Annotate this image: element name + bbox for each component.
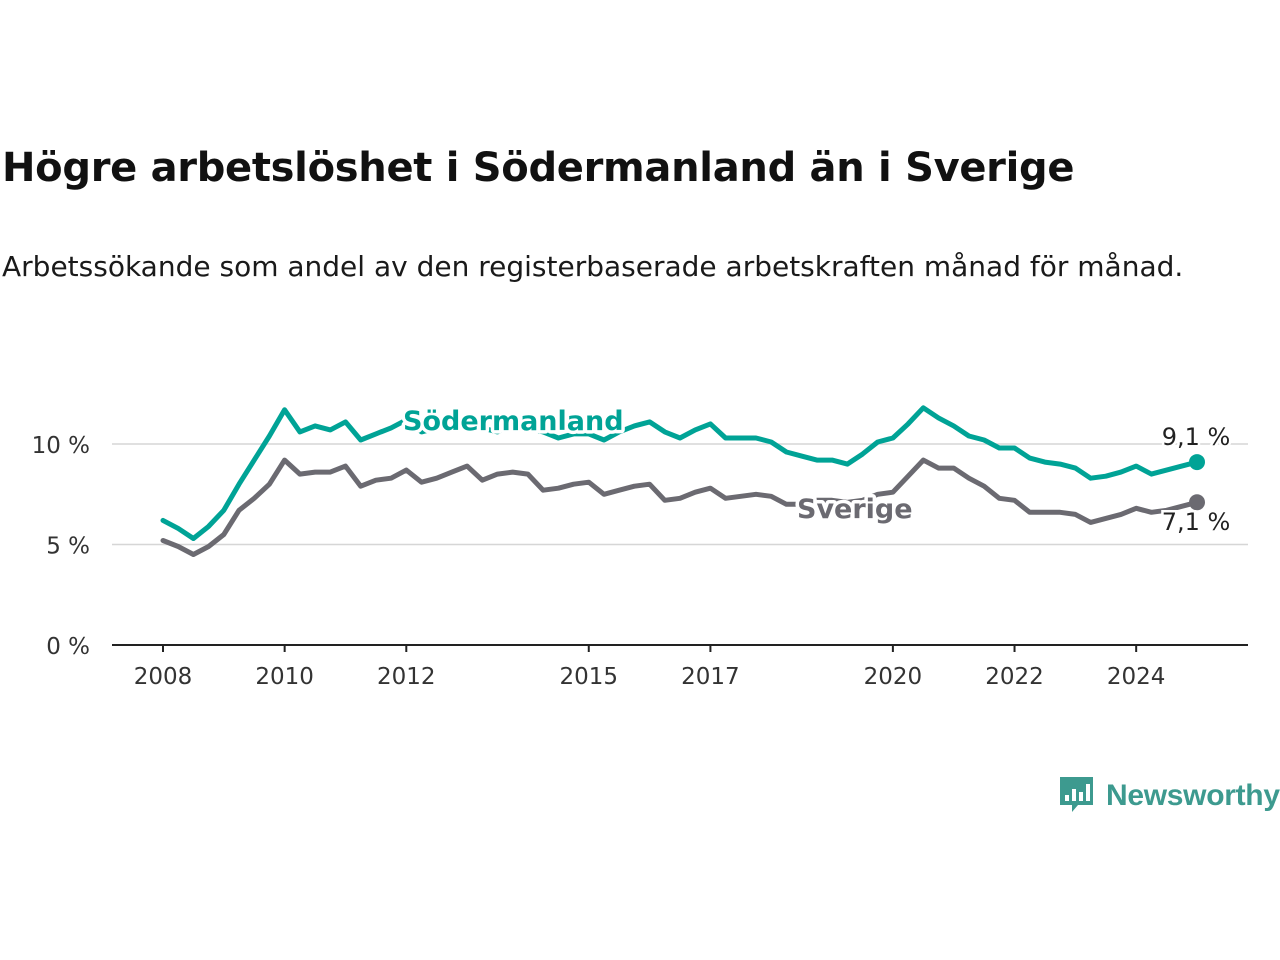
newsworthy-logo-icon <box>1060 777 1093 812</box>
series-line-södermanland <box>160 405 1200 541</box>
chart-title: Högre arbetslöshet i Södermanland än i S… <box>2 145 1075 191</box>
y-tick-label: 5 % <box>46 534 90 560</box>
newsworthy-logo: Newsworthy <box>1058 774 1280 818</box>
x-tick-label: 2024 <box>1107 664 1166 690</box>
x-tick-label: 2015 <box>559 664 618 690</box>
series-name-label: Södermanland <box>403 406 624 437</box>
end-point-södermanland <box>1189 454 1205 471</box>
line-chart: 0 %5 %10 % 2008 2010 2012 2015 2017 2020 2022 2… <box>32 403 1248 690</box>
series-name-label: Sverige <box>797 494 913 525</box>
series-lines <box>160 405 1205 557</box>
x-tick-label: 2012 <box>377 664 436 690</box>
y-tick-label: 10 % <box>32 433 90 459</box>
end-value-label: 9,1 % <box>1162 423 1231 451</box>
x-tick-label: 2022 <box>985 664 1044 690</box>
x-tick-label: 2010 <box>255 664 314 690</box>
brand-name: Newsworthy <box>1106 779 1280 812</box>
y-axis: 0 % 5 % 10 % <box>32 433 90 660</box>
end-value-label: 7,1 % <box>1162 508 1231 536</box>
series-labels: Södermanland Sverige 9,1 % 7,1 % <box>400 403 1233 539</box>
x-tick-label: 2020 <box>864 664 923 690</box>
x-axis: 2008 2010 2012 2015 2017 2020 2022 2024 <box>112 644 1248 690</box>
y-tick-label: 0 % <box>46 634 90 660</box>
grid-lines <box>112 443 1248 546</box>
end-point-sverige <box>1189 494 1205 511</box>
x-tick-label: 2017 <box>681 664 740 690</box>
chart-subtitle: Arbetssökande som andel av den registerb… <box>2 250 1184 283</box>
x-tick-label: 2008 <box>134 664 193 690</box>
series-line-sverige <box>160 457 1200 557</box>
